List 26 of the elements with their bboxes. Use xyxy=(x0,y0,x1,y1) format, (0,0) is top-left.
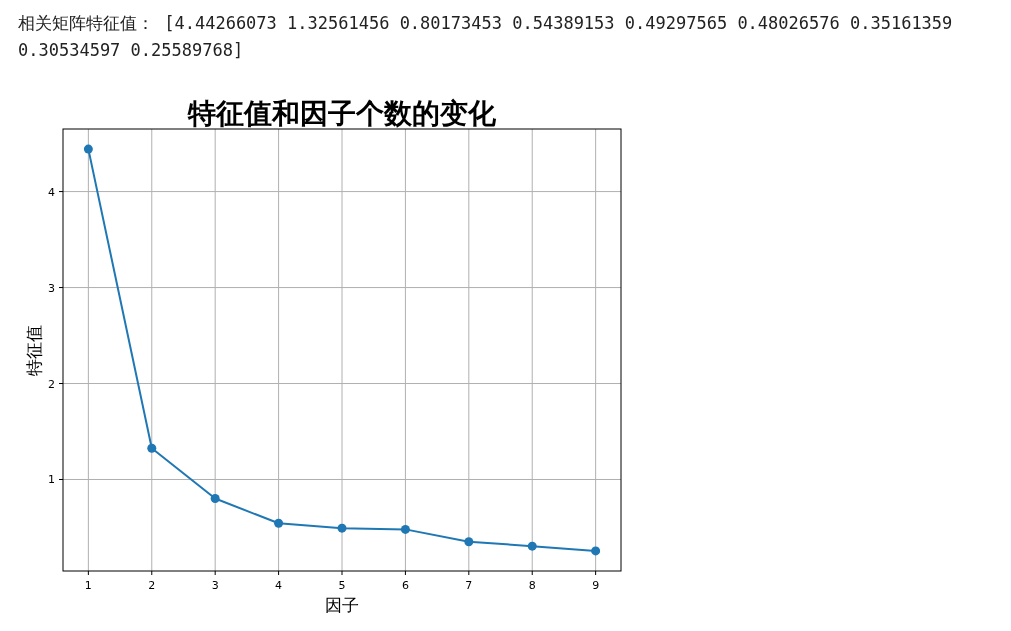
x-tick-label: 2 xyxy=(148,579,156,592)
y-tick-label: 1 xyxy=(48,473,55,487)
point xyxy=(274,518,284,528)
chart-title: 特征值和因子个数的变化 xyxy=(187,97,497,130)
x-tick-label: 1 xyxy=(84,579,92,592)
point xyxy=(527,541,537,551)
y-tick-label: 4 xyxy=(48,185,55,199)
x-axis-title: 因子 xyxy=(325,595,359,615)
point xyxy=(464,537,474,547)
x-tick-label: 9 xyxy=(592,579,600,592)
x-tick-label: 5 xyxy=(338,579,346,592)
point xyxy=(591,546,601,556)
y-axis-title: 特征值 xyxy=(24,324,44,376)
y-tick-label: 3 xyxy=(48,281,55,295)
point xyxy=(147,443,157,453)
point xyxy=(337,523,347,533)
point xyxy=(400,524,410,534)
point xyxy=(83,144,93,154)
text: 相关矩阵特征值： [4.44266073 1.32561456 0.80173453 0.54389153 0.49297565 0.48026576 0.35161359 0.30534597 0.25589768] xyxy=(18,12,954,62)
y-tick-label: 2 xyxy=(48,377,55,391)
x-tick-label: 4 xyxy=(275,579,283,592)
x-tick-label: 3 xyxy=(211,579,219,592)
x-tick-label: 8 xyxy=(528,579,536,592)
x-tick-label: 7 xyxy=(465,579,473,592)
point xyxy=(210,494,220,504)
x-tick-label: 6 xyxy=(401,579,409,592)
